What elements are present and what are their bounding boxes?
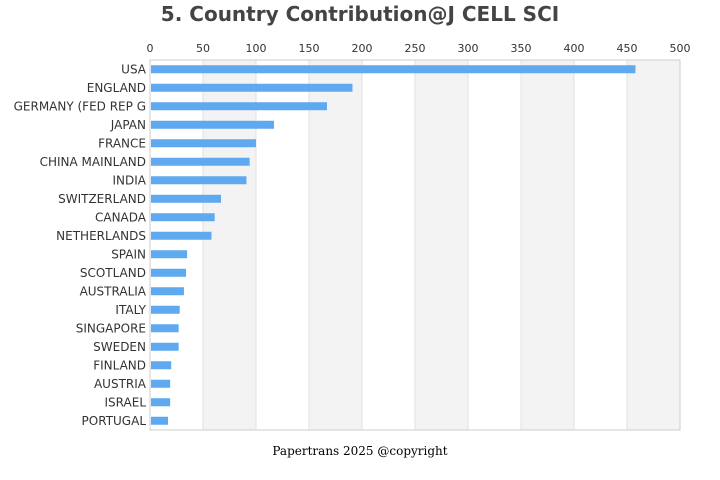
- category-label: NETHERLANDS: [56, 229, 146, 243]
- category-label: INDIA: [112, 173, 146, 187]
- plot-band: [309, 60, 362, 430]
- category-label: SWEDEN: [93, 340, 146, 354]
- category-label: CANADA: [95, 210, 147, 224]
- category-label: ITALY: [115, 303, 146, 317]
- bar: [151, 139, 256, 148]
- x-tick-label: 100: [246, 42, 267, 55]
- bar: [151, 157, 250, 166]
- bar: [151, 176, 247, 185]
- category-label: SINGAPORE: [76, 321, 146, 335]
- plot-bands: [203, 60, 680, 430]
- category-label: SCOTLAND: [80, 266, 146, 280]
- bar: [151, 398, 171, 407]
- bar: [151, 379, 171, 388]
- bar: [151, 102, 328, 111]
- category-label: SPAIN: [111, 247, 146, 261]
- x-tick-label: 500: [670, 42, 691, 55]
- x-axis-ticks: 0 50 100 150 200 250 300 350 400 450 500: [147, 42, 691, 55]
- bar: [151, 305, 180, 314]
- plot-band: [521, 60, 574, 430]
- plot-band: [415, 60, 468, 430]
- plot-band: [203, 60, 256, 430]
- bar: [151, 83, 353, 92]
- bar: [151, 361, 172, 370]
- x-tick-label: 300: [458, 42, 479, 55]
- category-label: FRANCE: [98, 136, 146, 150]
- category-label: SWITZERLAND: [58, 192, 146, 206]
- bar: [151, 342, 179, 351]
- bar: [151, 231, 212, 240]
- bar: [151, 194, 222, 203]
- x-tick-label: 200: [352, 42, 373, 55]
- category-labels: USA ENGLAND GERMANY (FED REP G JAPAN FRANCE C…: [14, 62, 147, 428]
- bar: [151, 268, 187, 277]
- category-label: AUSTRALIA: [80, 284, 147, 298]
- category-label: AUSTRIA: [94, 377, 147, 391]
- category-label: FINLAND: [93, 358, 146, 372]
- x-tick-label: 400: [564, 42, 585, 55]
- category-label: CHINA MAINLAND: [40, 155, 146, 169]
- x-tick-label: 450: [617, 42, 638, 55]
- bar: [151, 65, 636, 74]
- category-label: ENGLAND: [87, 81, 146, 95]
- bar: [151, 287, 184, 296]
- category-label: PORTUGAL: [82, 414, 147, 428]
- bar: [151, 324, 179, 333]
- x-tick-label: 50: [196, 42, 210, 55]
- chart-title: 5. Country Contribution@J CELL SCI: [160, 2, 560, 26]
- x-tick-label: 250: [405, 42, 426, 55]
- bar: [151, 250, 188, 259]
- bars: [151, 65, 636, 425]
- plot-band: [627, 60, 680, 430]
- bar: [151, 213, 215, 222]
- footer-copyright: Papertrans 2025 @copyright: [272, 444, 448, 458]
- bar: [151, 416, 169, 425]
- category-label: ISRAEL: [105, 395, 147, 409]
- x-tick-label: 150: [299, 42, 320, 55]
- x-tick-label: 0: [147, 42, 154, 55]
- plot-frame: [149, 59, 681, 431]
- bar: [151, 120, 275, 129]
- category-label: USA: [121, 62, 147, 76]
- x-tick-label: 350: [511, 42, 532, 55]
- category-label: JAPAN: [110, 118, 146, 132]
- category-label: GERMANY (FED REP G: [14, 99, 146, 113]
